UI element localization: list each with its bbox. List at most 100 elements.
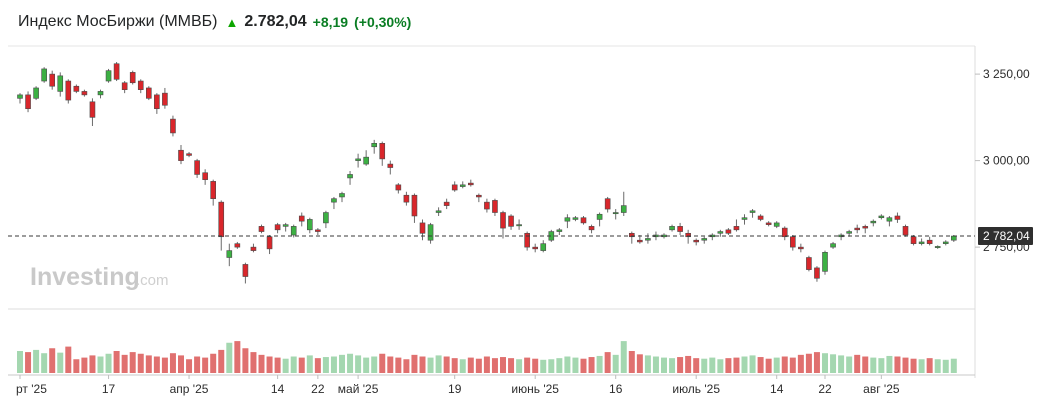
candle-body (467, 182, 474, 186)
candle (500, 210, 506, 239)
candle-body (218, 201, 225, 238)
volume-bar (701, 358, 708, 373)
candle-body (717, 231, 724, 234)
volume-bar (363, 357, 370, 373)
volume-bar (612, 354, 619, 373)
candle (669, 224, 675, 232)
volume-bar (685, 355, 692, 373)
candle (773, 221, 780, 229)
x-tick-label: июль '25 (672, 382, 720, 396)
volume-bar (854, 354, 861, 373)
candle-body (781, 227, 788, 238)
candle-body (934, 246, 941, 248)
volume-bar (250, 352, 257, 373)
candle (765, 221, 772, 227)
last-price: 2.782,04 (244, 13, 307, 30)
volume-bar (145, 355, 152, 373)
candle (73, 84, 80, 94)
candle (645, 233, 651, 244)
candle (146, 86, 152, 101)
candle-body (395, 184, 402, 191)
candle-body (733, 226, 740, 231)
volume-bar (475, 358, 482, 373)
candle (226, 243, 233, 267)
volume-bar (709, 357, 716, 373)
volume-bar (773, 357, 780, 373)
y-tick-label: 3 250,00 (983, 67, 1030, 81)
volume-bar (813, 352, 820, 373)
candle-body (854, 227, 861, 231)
volume-bar (210, 353, 217, 373)
volume-bar (411, 354, 418, 373)
volume-bar (355, 355, 362, 373)
candle-body (677, 226, 683, 232)
candle-body (580, 217, 587, 224)
candle-body (202, 172, 208, 180)
candle-body (822, 252, 828, 272)
volume-bar (516, 359, 523, 373)
candle-body (403, 194, 410, 203)
volume-bar (693, 358, 700, 373)
volume-bar (524, 357, 531, 373)
candle (516, 219, 522, 230)
candle-body (492, 200, 498, 213)
volume-bar (395, 357, 402, 373)
candle-body (443, 201, 450, 206)
candle (419, 219, 426, 241)
candle-body (41, 68, 47, 82)
candle (105, 68, 112, 83)
volume-bar (403, 359, 410, 373)
candle-body (435, 210, 442, 213)
candle-body (178, 149, 184, 161)
volume-bar (910, 358, 917, 373)
candle (154, 93, 160, 114)
candle (741, 214, 748, 225)
candle (242, 262, 249, 284)
y-tick-label: 3 000,00 (983, 154, 1030, 168)
candle-body (97, 91, 104, 96)
candle-body (419, 222, 426, 234)
candle-body (57, 75, 64, 92)
candle-body (73, 85, 80, 92)
candle-body (226, 250, 233, 258)
volume-bar (242, 348, 249, 373)
volume-bar (194, 356, 201, 373)
candle-body (65, 80, 72, 101)
candle-body (669, 226, 675, 231)
volume-bar (886, 355, 893, 373)
candle (572, 215, 579, 222)
candle-body (789, 236, 796, 248)
candle-body (846, 231, 852, 234)
candle (315, 228, 321, 236)
volume-bar (97, 356, 104, 373)
volume-bar (41, 353, 48, 373)
candle-body (910, 236, 917, 244)
candle (435, 207, 442, 216)
candle (170, 115, 176, 137)
candle (137, 79, 144, 94)
candle-body (484, 201, 490, 210)
candle (266, 235, 273, 255)
candle-body (508, 215, 514, 227)
volume-bar (677, 357, 684, 373)
candle (894, 212, 901, 223)
candle-body (186, 153, 192, 156)
candle (596, 212, 603, 227)
volume-bar (330, 356, 337, 373)
chart-header: Индекс МосБиржи (ММВБ) ▲ 2.782,04 +8,19 … (18, 10, 411, 34)
volume-bar (467, 357, 474, 373)
volume-bar (870, 357, 877, 373)
candle-body (918, 241, 925, 244)
candle (65, 79, 72, 104)
volume-bar (564, 356, 571, 373)
candle-body (628, 232, 635, 238)
candle-body (693, 239, 700, 243)
candle (580, 215, 587, 225)
volume-bar (532, 358, 539, 373)
candle-body (113, 63, 120, 80)
volume-bar (443, 356, 450, 373)
candle (459, 181, 466, 189)
candle-body (451, 184, 458, 191)
volume-bar (644, 355, 651, 373)
candle-body (194, 160, 200, 175)
